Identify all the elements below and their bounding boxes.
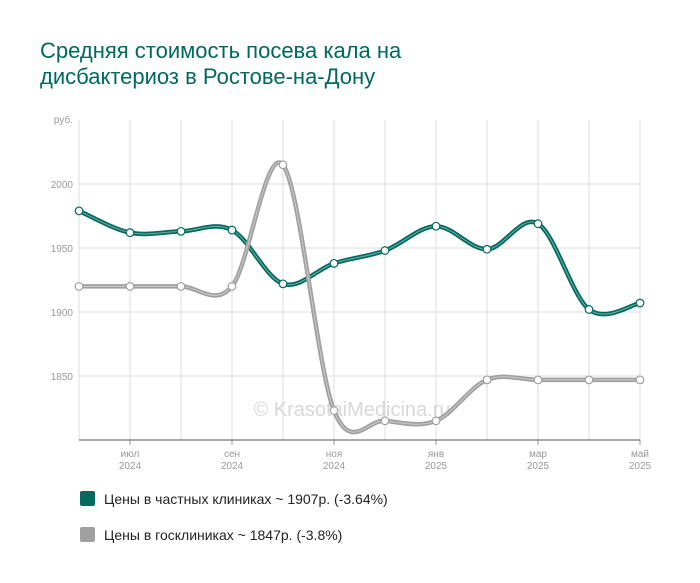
x-tick-label: 2024 [323, 461, 346, 472]
data-point [380, 416, 390, 426]
chart-title: Средняя стоимость посева кала на [40, 38, 402, 63]
x-tick-label: янв [428, 449, 444, 460]
data-point [635, 298, 645, 308]
data-point [533, 375, 543, 385]
data-point [533, 219, 543, 229]
series-line [79, 160, 640, 435]
data-point [278, 279, 288, 289]
data-point [74, 206, 84, 216]
data-point [227, 282, 237, 291]
data-point [329, 258, 339, 268]
data-point [176, 282, 186, 291]
data-point [227, 225, 237, 235]
x-tick-label: мар [529, 449, 547, 460]
y-tick-label: 2000 [51, 180, 74, 191]
data-point [635, 375, 645, 385]
data-point [584, 375, 594, 385]
legend-label: Цены в госклиниках ~ 1847р. (-3.8%) [104, 527, 342, 543]
data-point [125, 282, 135, 291]
x-tick-label: май [631, 449, 649, 460]
data-point [431, 221, 441, 231]
watermark: © KrasotaiMedicina.ru [253, 399, 450, 421]
x-tick-label: 2025 [629, 461, 652, 472]
x-tick-label: 2024 [119, 461, 142, 472]
series-line [79, 208, 640, 317]
x-tick-label: 2025 [527, 461, 550, 472]
data-point [584, 305, 594, 314]
data-point [380, 246, 390, 255]
y-tick-label: 1850 [51, 372, 74, 383]
data-point [125, 228, 135, 238]
x-tick-label: июл [121, 449, 140, 460]
data-point [74, 282, 84, 291]
y-tick-label: 1950 [51, 244, 74, 255]
data-point [329, 406, 339, 415]
series-line-highlight [79, 210, 640, 315]
data-point [482, 375, 492, 385]
y-tick-label: 1900 [51, 308, 74, 319]
legend-label: Цены в частных клиниках ~ 1907р. (-3.64%… [104, 491, 388, 507]
x-tick-label: сен [224, 449, 240, 460]
data-point [482, 244, 492, 254]
x-tick-label: ноя [326, 449, 343, 460]
legend-swatch [80, 527, 95, 542]
chart-title: дисбактериоз в Ростове-на-Дону [40, 64, 375, 89]
x-tick-label: 2024 [221, 461, 244, 472]
y-unit: руб. [54, 114, 73, 126]
data-point [176, 226, 186, 236]
data-point [431, 416, 441, 426]
series-line-highlight [79, 161, 640, 433]
x-tick-label: 2025 [425, 461, 448, 472]
data-point [278, 160, 288, 170]
plot-area [79, 160, 640, 435]
legend-swatch [80, 491, 95, 506]
